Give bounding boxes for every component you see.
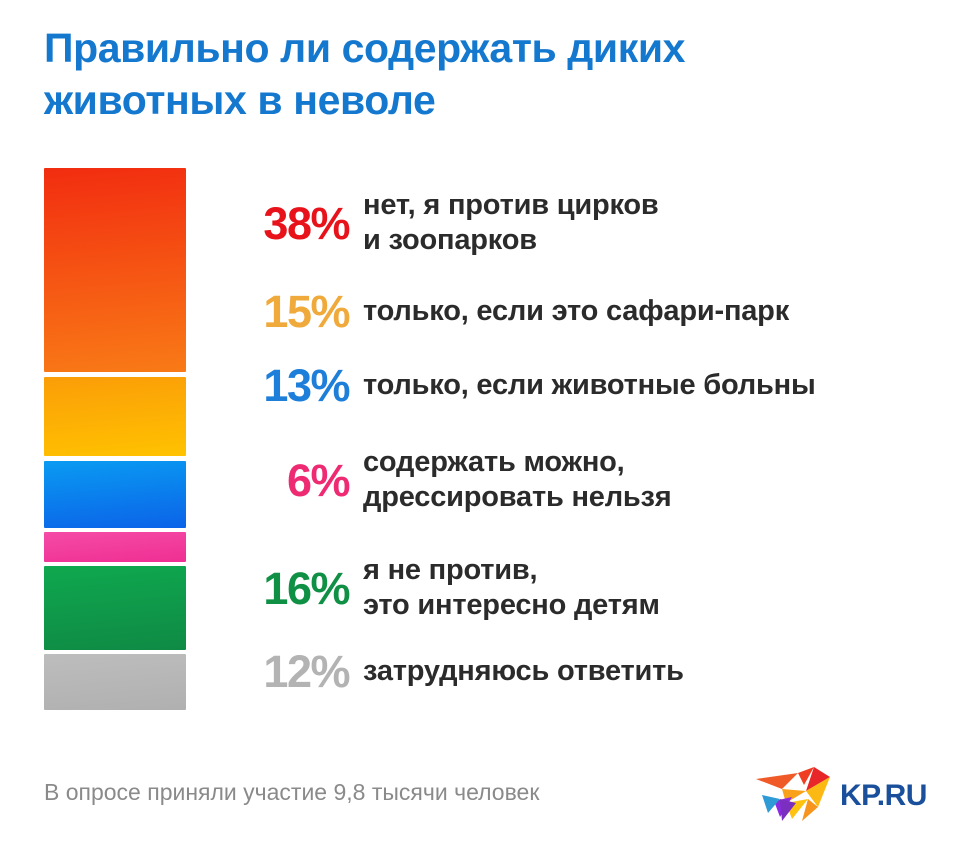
chart-legend: 38% нет, я против цирков и зоопарков 15% то…: [205, 168, 945, 710]
legend-percent: 15%: [263, 285, 350, 337]
bar-stack: [44, 168, 186, 710]
legend-label: я не против, это интересно детям: [363, 554, 660, 621]
legend-row: 12% затрудняюсь ответить: [205, 640, 945, 702]
page-title: Правильно ли содержать диких животных в …: [44, 25, 686, 123]
legend-label: нет, я против цирков и зоопарков: [363, 189, 659, 256]
kpru-logo-text: KP.RU: [840, 779, 927, 812]
bar-segment: [44, 168, 186, 372]
legend-percent: 38%: [263, 197, 350, 249]
kpru-logo-svg: KP.RU: [756, 767, 927, 821]
legend-label: только, если животные больны: [363, 368, 816, 401]
survey-participants-note: В опросе приняли участие 9,8 тысячи чело…: [44, 779, 540, 805]
bar-segment: [44, 566, 186, 650]
legend-row: 6% содержать можно, дрессировать нельзя: [205, 430, 945, 530]
legend-label: затрудняюсь ответить: [363, 654, 684, 687]
legend-percent: 16%: [263, 562, 350, 614]
bar-segment: [44, 461, 186, 528]
legend-row: 15% только, если это сафари-парк: [205, 280, 945, 342]
legend-percent: 6%: [286, 454, 351, 506]
legend-row: 16% я не против, это интересно детям: [205, 538, 945, 638]
legend-row: 13% только, если животные больны: [205, 354, 945, 416]
kpru-logo[interactable]: KP.RU: [752, 763, 932, 825]
legend-row: 38% нет, я против цирков и зоопарков: [205, 168, 945, 278]
legend-percent: 12%: [263, 645, 350, 697]
bar-segment: [44, 377, 186, 456]
legend-label: только, если это сафари-парк: [363, 294, 790, 327]
legend-label: содержать можно, дрессировать нельзя: [363, 446, 672, 513]
bird-icon: [756, 767, 830, 821]
bar-segment: [44, 532, 186, 562]
legend-percent: 13%: [263, 359, 350, 411]
bar-segment: [44, 654, 186, 710]
